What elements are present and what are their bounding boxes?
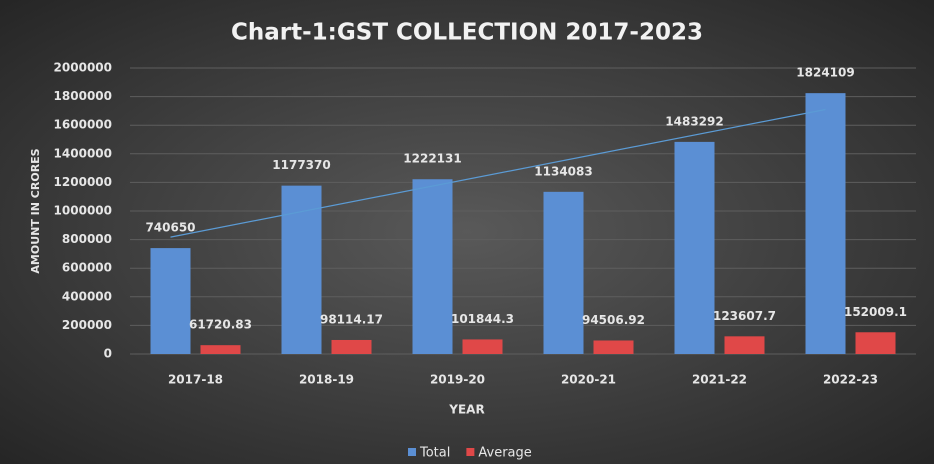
legend-swatch — [466, 448, 475, 456]
y-tick-label: 1800000 — [54, 89, 112, 103]
bar — [462, 339, 503, 354]
trendline — [170, 108, 826, 238]
y-axis-title: AMOUNT IN CRORES — [29, 148, 42, 273]
legend-label: Total — [419, 446, 450, 461]
y-tick-label: 1400000 — [54, 146, 112, 160]
bar — [674, 141, 715, 354]
y-tick-label: 200000 — [62, 318, 112, 332]
value-label: 101844.3 — [451, 312, 514, 326]
bar — [281, 185, 322, 354]
value-label: 1483292 — [665, 114, 723, 128]
value-label: 1824109 — [796, 66, 854, 80]
y-tick-label: 0 — [104, 347, 112, 361]
bar — [724, 336, 765, 354]
legend-swatch — [408, 448, 416, 456]
y-tick-label: 2000000 — [54, 61, 112, 75]
value-label: 123607.7 — [713, 309, 776, 323]
legend-label: Average — [478, 446, 531, 461]
value-label: 152009.1 — [844, 305, 907, 319]
value-label: 61720.83 — [189, 318, 252, 332]
value-label: 1134083 — [534, 164, 592, 178]
x-tick-label: 2020-21 — [561, 373, 616, 387]
y-tick-label: 800000 — [62, 232, 112, 246]
x-tick-label: 2019-20 — [430, 373, 485, 387]
y-tick-label: 600000 — [62, 261, 112, 275]
y-tick-label: 400000 — [62, 289, 112, 303]
bar — [855, 332, 896, 354]
x-tick-label: 2017-18 — [168, 373, 223, 387]
value-label: 740650 — [145, 221, 195, 235]
x-tick-label: 2022-23 — [823, 373, 878, 387]
x-axis-title: YEAR — [448, 403, 484, 417]
value-label: 94506.92 — [582, 313, 645, 327]
bar — [593, 340, 634, 354]
bar — [805, 93, 846, 355]
bar — [331, 339, 372, 354]
y-tick-label: 1600000 — [54, 118, 112, 132]
chart-title: Chart-1:GST COLLECTION 2017-2023 — [231, 20, 703, 46]
value-label: 98114.17 — [320, 312, 383, 326]
x-tick-label: 2018-19 — [299, 373, 354, 387]
bar — [150, 248, 191, 354]
y-tick-label: 1200000 — [54, 175, 112, 189]
bar — [412, 179, 453, 354]
x-tick-label: 2021-22 — [692, 373, 747, 387]
value-label: 1177370 — [272, 158, 330, 172]
bar — [543, 191, 584, 354]
y-tick-label: 1000000 — [54, 204, 112, 218]
value-label: 1222131 — [403, 152, 461, 166]
bar — [200, 345, 241, 354]
